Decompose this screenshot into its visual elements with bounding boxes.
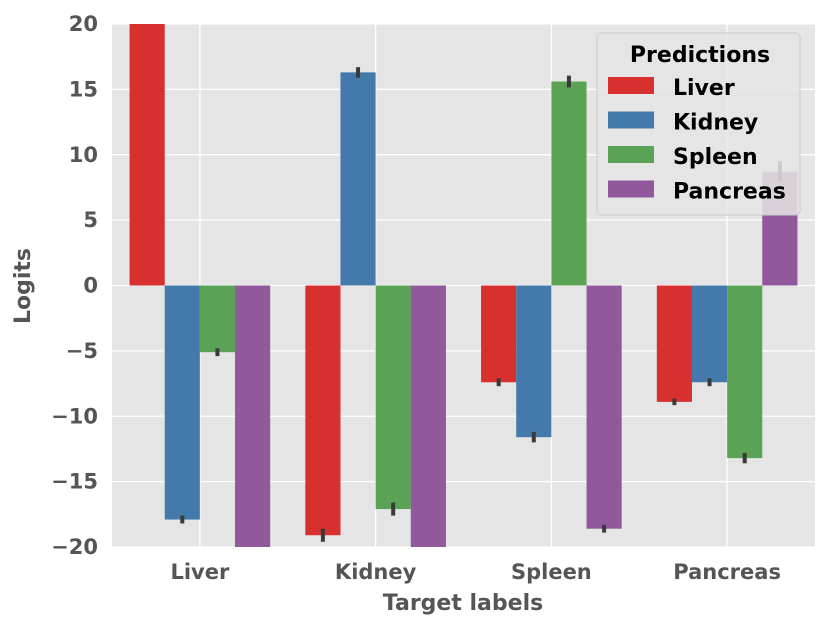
- y-tick-label: −10: [51, 404, 98, 428]
- bars: [129, 24, 798, 547]
- x-tick-label: Kidney: [335, 560, 417, 584]
- y-tick-label: −5: [66, 339, 98, 363]
- bar: [410, 285, 446, 547]
- bar: [481, 285, 517, 383]
- y-tick-label: 0: [83, 274, 98, 298]
- x-axis-label: Target labels: [383, 591, 543, 616]
- legend-items: Liver Kidney Spleen Pancreas: [608, 76, 786, 205]
- bar: [340, 72, 376, 286]
- bar: [164, 285, 200, 520]
- x-tick-label: Spleen: [511, 560, 592, 584]
- legend-title: Predictions: [630, 43, 770, 68]
- x-tick-label: Liver: [170, 560, 230, 584]
- bar: [235, 285, 271, 547]
- legend-entry-label: Spleen: [673, 145, 758, 170]
- y-tick-label: 10: [69, 143, 98, 167]
- y-tick-label: −15: [51, 470, 98, 494]
- y-tick-label: 20: [69, 12, 98, 36]
- bar: [656, 285, 692, 402]
- bar: [586, 285, 622, 529]
- legend-swatch: [608, 180, 654, 198]
- bar: [551, 81, 587, 286]
- legend-swatch: [608, 146, 654, 163]
- bar: [129, 24, 165, 286]
- bar: [691, 285, 728, 383]
- legend-swatch: [608, 77, 654, 94]
- y-axis-ticks: 20 15 10 5 0 −5 −10 −15 −20: [51, 12, 98, 559]
- bar: [199, 285, 236, 353]
- bar: [375, 285, 411, 510]
- y-axis-label: Logits: [11, 248, 36, 324]
- bar: [516, 285, 552, 438]
- x-tick-label: Pancreas: [673, 560, 781, 584]
- legend-entry-label: Kidney: [673, 111, 758, 136]
- y-tick-label: 15: [69, 77, 98, 101]
- bar: [305, 285, 341, 536]
- y-tick-label: 5: [83, 208, 98, 232]
- bar: [727, 285, 763, 459]
- legend: Predictions Liver Kidney Spleen Pancreas: [596, 32, 801, 216]
- x-axis-ticks: Liver Kidney Spleen Pancreas: [170, 560, 781, 584]
- legend-swatch: [608, 111, 654, 129]
- legend-entry-label: Liver: [673, 76, 735, 101]
- y-tick-label: −20: [51, 535, 98, 559]
- legend-entry-label: Pancreas: [673, 180, 786, 205]
